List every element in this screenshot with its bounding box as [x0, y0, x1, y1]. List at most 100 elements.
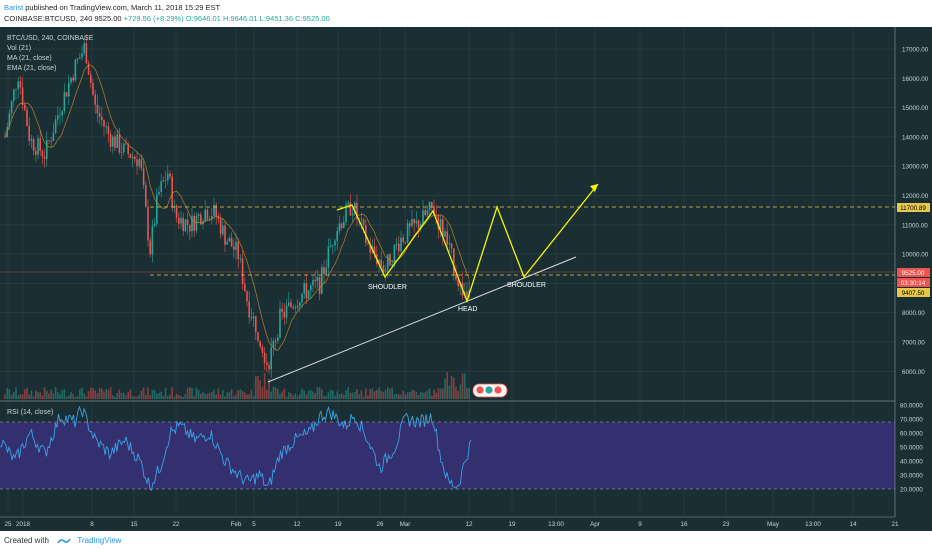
volume-bar [215, 394, 217, 399]
candle-body [50, 140, 52, 142]
volume-bar [239, 389, 242, 399]
chart-area[interactable]: SHOUDLER HEAD SHOUDLER BTC/USD, 240, COI… [0, 27, 932, 531]
volume-bar [37, 392, 39, 399]
volume-bar [376, 389, 378, 399]
volume-bar [303, 390, 305, 399]
candle-body [261, 346, 264, 353]
candle-body [17, 81, 19, 89]
volume-bar [259, 380, 261, 399]
candle-body [189, 224, 191, 232]
volume-bar [356, 389, 358, 399]
volume-bar [94, 390, 96, 399]
candle-body [151, 225, 154, 255]
volume-bar [455, 386, 457, 399]
volume-bar [98, 387, 101, 399]
candle-body [400, 237, 402, 252]
candle-body [116, 134, 118, 148]
candle-body [415, 220, 418, 224]
volume-bar [41, 395, 44, 399]
candle-body [263, 352, 266, 363]
volume-bar [332, 390, 334, 399]
volume-bar [180, 396, 182, 399]
time-tick-label: 5 [252, 521, 256, 528]
volume-bar [83, 393, 85, 399]
candle-body [21, 87, 24, 106]
candle-body [28, 126, 30, 141]
time-axis[interactable] [0, 517, 932, 531]
quote-line: COINBASE:BTCUSD, 240 9525.00 +729.56 (+8… [4, 14, 330, 23]
volume-bar [257, 376, 259, 399]
rsi-tick-label: 80.0000 [900, 403, 923, 410]
candle-body [145, 185, 147, 207]
event-badges[interactable] [472, 383, 508, 398]
volume-bar [175, 393, 178, 399]
candle-body [96, 104, 99, 114]
rsi-tick-label: 70.0000 [900, 417, 923, 424]
candle-body [41, 151, 44, 157]
candle-body [129, 153, 132, 159]
volume-bar [323, 396, 325, 399]
price-tick-label: 7000.00 [902, 340, 925, 347]
volume-bar [43, 387, 46, 399]
volume-bar [6, 388, 8, 399]
candle-body [35, 150, 37, 155]
trendline[interactable] [267, 256, 577, 383]
volume-bar [158, 393, 160, 399]
candle-body [43, 156, 46, 159]
volume-bar [138, 394, 140, 399]
candle-body [409, 223, 411, 227]
volume-bar [189, 387, 191, 399]
candle-body [164, 180, 167, 181]
tradingview-link[interactable]: TradingView [77, 536, 122, 545]
candle-body [147, 206, 149, 241]
candle-body [380, 259, 382, 266]
volume-bar [387, 387, 389, 399]
candle-body [362, 219, 365, 226]
volume-bar [79, 389, 81, 399]
candle-body [268, 365, 270, 370]
rsi-tick-label: 30.0000 [900, 473, 923, 480]
candle-body [230, 237, 233, 247]
candle-body [318, 277, 321, 294]
candle-body [378, 259, 380, 264]
candle-body [123, 143, 125, 153]
candle-body [305, 283, 308, 299]
volume-bar [112, 395, 114, 399]
candle-body [37, 138, 39, 155]
candle-body [457, 279, 459, 287]
close-value: C:9525.00 [295, 14, 330, 23]
volume-bar [367, 395, 369, 399]
chart-svg[interactable]: SHOUDLER HEAD SHOUDLER BTC/USD, 240, COI… [0, 27, 932, 531]
publish-header: Barist published on TradingView.com, Mar… [0, 0, 932, 26]
author-link[interactable]: Barist [4, 3, 24, 12]
volume-bar [338, 394, 341, 399]
volume-bar [261, 387, 264, 399]
volume-bar [162, 395, 165, 399]
volume-bar [15, 387, 17, 399]
candle-body [222, 225, 224, 235]
candle-body [57, 115, 59, 120]
candle-body [92, 82, 94, 95]
price-ticks: 17000.00 16000.00 15000.00 14000.00 13000.00… [902, 47, 929, 376]
volume-bar [24, 389, 26, 399]
candle-body [195, 215, 198, 231]
candle-body [156, 194, 158, 224]
price-tick-label: 15000.00 [902, 105, 929, 112]
volume-bar [413, 390, 415, 399]
event-dot [494, 386, 502, 394]
price-tick-label: 14000.00 [902, 134, 929, 141]
candle-body [257, 332, 259, 341]
candle-body [200, 214, 202, 225]
volume-bar [72, 394, 74, 399]
volume-bar [464, 373, 466, 399]
candle-body [332, 245, 334, 247]
candle-body [299, 302, 301, 307]
candle-body [292, 306, 294, 309]
volume-bar [211, 391, 213, 399]
candle-body [266, 362, 268, 366]
volume-bar [406, 392, 409, 399]
volume-bar [292, 395, 294, 399]
head-shoulders-pattern[interactable] [336, 183, 599, 303]
volume-bar [48, 393, 50, 399]
time-tick-label: 9 [638, 521, 642, 528]
